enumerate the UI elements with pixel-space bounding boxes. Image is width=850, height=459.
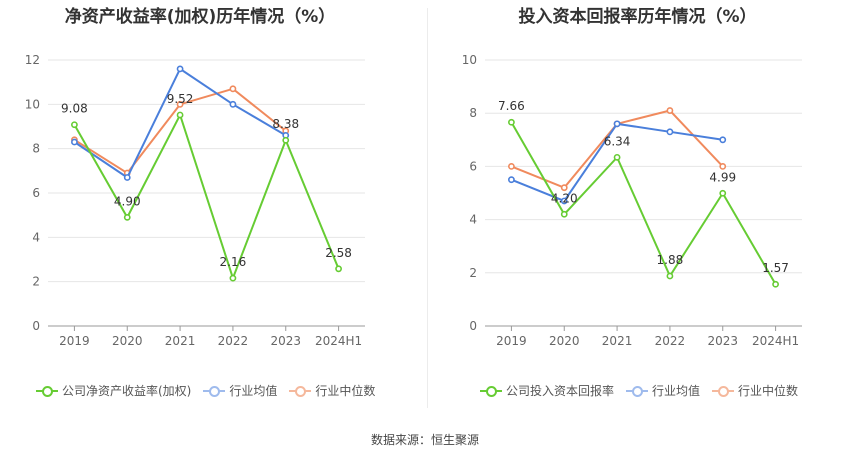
data-label: 2.16 [220,255,247,269]
legend-company-roic[interactable]: 公司投入资本回报率 [480,382,614,399]
data-label: 1.57 [762,261,789,275]
y-tick-label: 12 [25,53,40,67]
data-point-avg [229,100,237,108]
legend-label: 行业均值 [229,384,278,398]
data-label: 6.34 [604,134,631,148]
data-label: 4.20 [551,191,578,205]
x-tick-label: 2020 [112,334,143,348]
chart-divider [427,8,428,408]
data-point-company [508,118,515,126]
y-tick-label: 8 [32,142,40,156]
roic-chart-title: 投入资本回报率历年情况（%） [518,7,757,27]
legend-label: 行业中位数 [315,384,376,398]
data-point-median [229,85,237,93]
data-point-median [560,184,568,192]
data-point-median [719,162,727,170]
data-point-median [508,162,515,170]
data-point-company [719,189,727,197]
data-source-footer: 数据来源：恒生聚源 [370,433,479,447]
data-label: 7.66 [498,99,525,113]
series-line-company [73,112,340,282]
legend-median-marker-icon [289,385,312,397]
legend-company-marker-icon [480,385,502,397]
y-tick-label: 10 [25,97,40,111]
data-point-avg [666,128,674,136]
x-tick-label: 2024H1 [752,334,799,348]
legend-label: 公司净资产收益率(加权) [62,384,192,398]
legend-company-roe[interactable]: 公司净资产收益率(加权) [36,382,191,399]
data-point-company [335,265,342,273]
roe-chart-title: 净资产收益率(加权)历年情况（%） [64,7,336,27]
legend-avg-marker-icon [203,385,226,397]
data-point-company [229,274,237,282]
data-point-company [772,280,779,288]
legend-company-marker-icon [36,385,58,397]
legend-industry-avg[interactable]: 行业均值 [626,382,700,399]
data-point-company [282,136,290,144]
data-label: 8.38 [272,117,299,131]
data-label: 9.08 [61,102,88,116]
series-line-company [510,121,777,285]
legend-industry-avg[interactable]: 行业均值 [203,382,277,399]
data-point-avg [719,136,727,144]
y-tick-label: 4 [469,213,477,227]
data-point-company [613,153,621,161]
x-tick-label: 2020 [549,334,580,348]
x-tick-label: 2024H1 [315,334,362,348]
x-tick-label: 2021 [165,334,196,348]
data-point-company [123,213,131,221]
data-point-company [71,121,78,129]
legend-label: 行业中位数 [738,384,799,398]
legend-avg-marker-icon [626,385,649,397]
data-point-median [176,100,184,108]
y-tick-label: 8 [469,106,477,120]
data-point-company [560,210,568,218]
data-point-avg [176,65,184,73]
y-tick-label: 0 [32,319,40,333]
y-tick-label: 0 [469,319,477,333]
data-label: 2.58 [325,246,352,260]
legend-label: 公司投入资本回报率 [506,384,615,398]
roic-legend: 公司投入资本回报率 行业均值 行业中位数 [480,382,810,399]
data-label: 9.52 [167,92,194,106]
data-point-company [176,111,184,119]
data-label: 4.99 [709,170,736,184]
data-point-median [666,107,674,114]
data-point-avg [560,197,568,205]
y-tick-label: 6 [469,159,477,173]
data-point-avg [123,174,131,181]
data-point-avg [71,138,78,146]
data-point-avg [508,176,515,184]
x-tick-label: 2023 [707,334,738,348]
y-tick-label: 2 [469,266,477,280]
y-tick-label: 10 [462,53,477,67]
legend-industry-median[interactable]: 行业中位数 [289,382,375,399]
x-tick-label: 2019 [496,334,527,348]
data-point-company [666,272,674,280]
x-tick-label: 2019 [59,334,90,348]
legend-median-marker-icon [712,385,735,397]
y-tick-label: 2 [32,275,40,289]
legend-industry-median[interactable]: 行业中位数 [712,382,798,399]
x-tick-label: 2022 [218,334,249,348]
legend-label: 行业均值 [652,384,701,398]
data-point-avg [613,120,621,128]
y-tick-label: 6 [32,186,40,200]
x-tick-label: 2023 [270,334,301,348]
x-tick-label: 2021 [602,334,633,348]
x-tick-label: 2022 [655,334,686,348]
y-tick-label: 4 [32,230,40,244]
roe-legend: 公司净资产收益率(加权) 行业均值 行业中位数 [36,382,387,399]
data-label: 4.90 [114,194,141,208]
data-label: 1.88 [657,253,684,267]
